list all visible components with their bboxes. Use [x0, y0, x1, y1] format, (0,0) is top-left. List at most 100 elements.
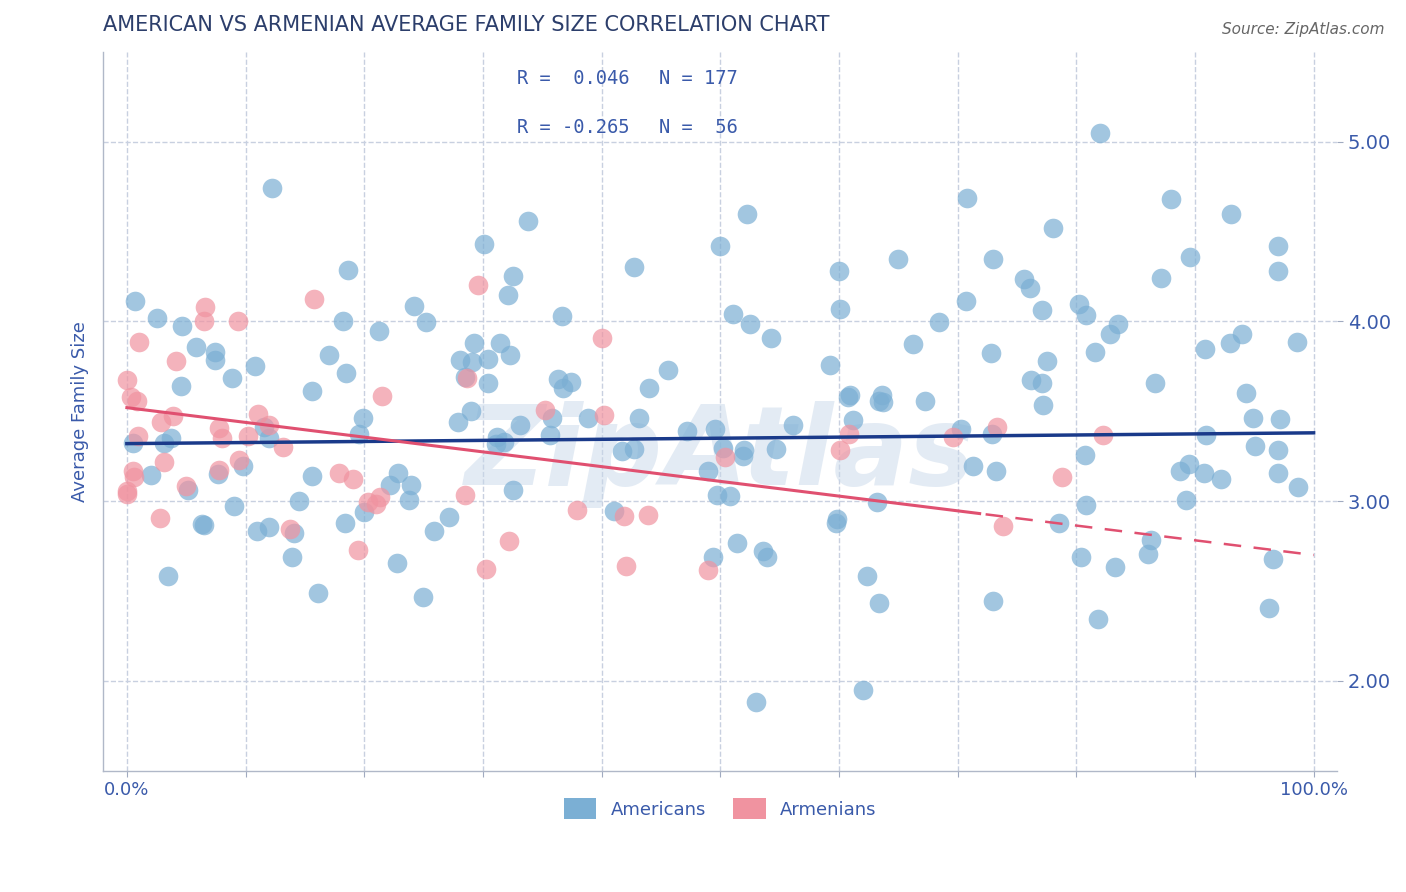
Text: ZipAtlas: ZipAtlas — [465, 401, 976, 508]
Text: N =  56: N = 56 — [658, 118, 737, 136]
Point — [1244, 439, 1267, 453]
Point — [1012, 272, 1035, 286]
Point — [191, 517, 214, 532]
Point — [356, 494, 378, 508]
Point — [115, 373, 138, 387]
Point — [247, 407, 270, 421]
Point — [1219, 206, 1241, 220]
Point — [485, 430, 508, 444]
Point — [1267, 239, 1289, 253]
Point — [283, 525, 305, 540]
Point — [986, 420, 1008, 434]
Point — [637, 508, 659, 522]
Point — [149, 511, 172, 525]
Point — [1168, 464, 1191, 478]
Point — [1047, 516, 1070, 530]
Point — [174, 478, 197, 492]
Point — [467, 278, 489, 293]
Point — [1194, 342, 1216, 356]
Point — [1267, 443, 1289, 458]
Point — [335, 367, 357, 381]
Point — [591, 331, 613, 345]
Point — [1035, 354, 1057, 368]
Point — [177, 483, 200, 497]
Point — [738, 317, 761, 331]
Point — [1258, 601, 1281, 615]
Point — [955, 293, 977, 308]
Point — [228, 453, 250, 467]
Point — [855, 569, 877, 583]
Point — [623, 442, 645, 456]
Point — [1091, 427, 1114, 442]
Point — [485, 437, 508, 451]
Point — [1175, 493, 1198, 508]
Point — [1107, 318, 1129, 332]
Point — [950, 422, 973, 436]
Point — [1150, 271, 1173, 285]
Point — [380, 478, 402, 492]
Point — [124, 293, 146, 308]
Text: AMERICAN VS ARMENIAN AVERAGE FAMILY SIZE CORRELATION CHART: AMERICAN VS ARMENIAN AVERAGE FAMILY SIZE… — [103, 15, 830, 35]
Point — [759, 331, 782, 345]
Text: R =  0.046: R = 0.046 — [516, 69, 628, 88]
Point — [872, 395, 894, 409]
Point — [1140, 533, 1163, 547]
Point — [342, 472, 364, 486]
Point — [1268, 412, 1291, 426]
Point — [1209, 473, 1232, 487]
Point — [502, 483, 524, 498]
Point — [827, 512, 849, 526]
Point — [120, 390, 142, 404]
Point — [162, 409, 184, 424]
Point — [141, 468, 163, 483]
Point — [782, 417, 804, 432]
Y-axis label: Average Family Size: Average Family Size — [72, 321, 89, 501]
Point — [368, 490, 391, 504]
Point — [150, 415, 173, 429]
Point — [516, 214, 538, 228]
Point — [603, 504, 626, 518]
Point — [412, 591, 434, 605]
Point — [870, 387, 893, 401]
Point — [499, 349, 522, 363]
Point — [502, 268, 524, 283]
Point — [246, 524, 269, 538]
Point — [1070, 550, 1092, 565]
Point — [302, 293, 325, 307]
Point — [226, 314, 249, 328]
Point — [901, 337, 924, 351]
Point — [477, 376, 499, 390]
Point — [437, 509, 460, 524]
Point — [839, 388, 862, 402]
Point — [207, 421, 229, 435]
Point — [243, 359, 266, 374]
Point — [463, 335, 485, 350]
Point — [1074, 449, 1097, 463]
Point — [1018, 281, 1040, 295]
Point — [868, 596, 890, 610]
Point — [1042, 221, 1064, 235]
Point — [962, 458, 984, 473]
Point — [170, 319, 193, 334]
Point — [367, 324, 389, 338]
Point — [211, 431, 233, 445]
Point — [541, 411, 564, 425]
Point — [494, 435, 516, 450]
Point — [271, 440, 294, 454]
Point — [1178, 457, 1201, 471]
Point — [837, 390, 859, 404]
Point — [1219, 336, 1241, 351]
Point — [1087, 612, 1109, 626]
Text: N = 177: N = 177 — [658, 69, 737, 88]
Point — [221, 370, 243, 384]
Point — [1067, 297, 1090, 311]
Point — [838, 427, 860, 442]
Point — [122, 465, 145, 479]
Point — [301, 384, 323, 398]
Point — [454, 488, 477, 502]
Point — [509, 417, 531, 432]
Point — [1099, 327, 1122, 342]
Point — [288, 494, 311, 508]
Point — [352, 411, 374, 425]
Point — [332, 314, 354, 328]
